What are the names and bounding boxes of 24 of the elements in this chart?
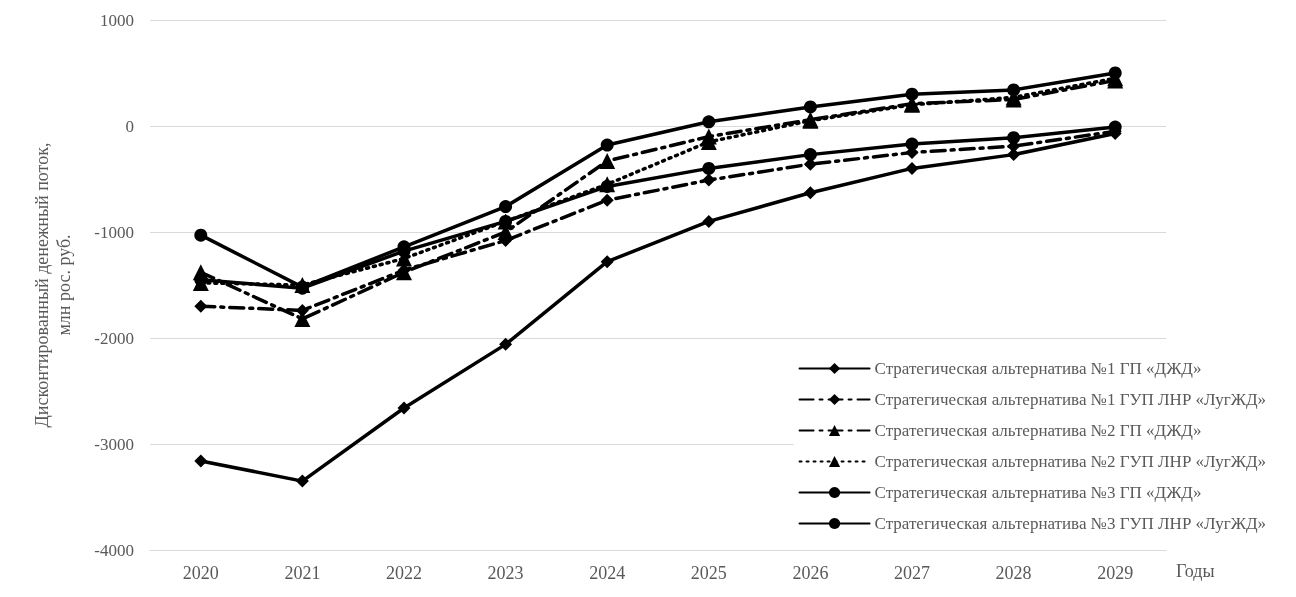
x-tick-label: 2029 (1097, 563, 1134, 583)
y-tick-label: -3000 (94, 434, 134, 454)
legend-label: Стратегическая альтернатива №1 ГП «ДЖД» (874, 359, 1202, 378)
x-tick-label: 2022 (386, 563, 422, 583)
x-tick-label: 2028 (995, 563, 1032, 583)
x-tick-label: 2025 (690, 563, 727, 583)
x-tick-label: 2023 (487, 563, 524, 583)
y-tick-label: -1000 (94, 222, 134, 242)
legend-label: Стратегическая альтернатива №2 ГУП ЛНР «ЛугЖД» (874, 452, 1266, 471)
x-tick-label: 2026 (792, 563, 829, 583)
y-tick-label: 1000 (100, 10, 134, 30)
y-axis-title: Дисконтированный денежный поток, млн рос. руб. (32, 142, 74, 428)
x-tick-label: 2027 (894, 563, 930, 583)
y-tick-label: -4000 (94, 540, 134, 560)
x-axis-title: Годы (1176, 561, 1215, 581)
legend-label: Стратегическая альтернатива №3 ГП «ДЖД» (874, 483, 1202, 502)
y-tick-label: -2000 (94, 328, 134, 348)
legend-label: Стратегическая альтернатива №3 ГУП ЛНР «ЛугЖД» (874, 514, 1266, 533)
x-tick-label: 2020 (182, 563, 219, 583)
x-tick-label: 2021 (284, 563, 321, 583)
y-tick-label: 0 (125, 116, 134, 136)
legend-label: Стратегическая альтернатива №2 ГП «ДЖД» (874, 421, 1202, 440)
legend-label: Стратегическая альтернатива №1 ГУП ЛНР «ЛугЖД» (874, 390, 1266, 409)
x-tick-label: 2024 (589, 563, 626, 583)
